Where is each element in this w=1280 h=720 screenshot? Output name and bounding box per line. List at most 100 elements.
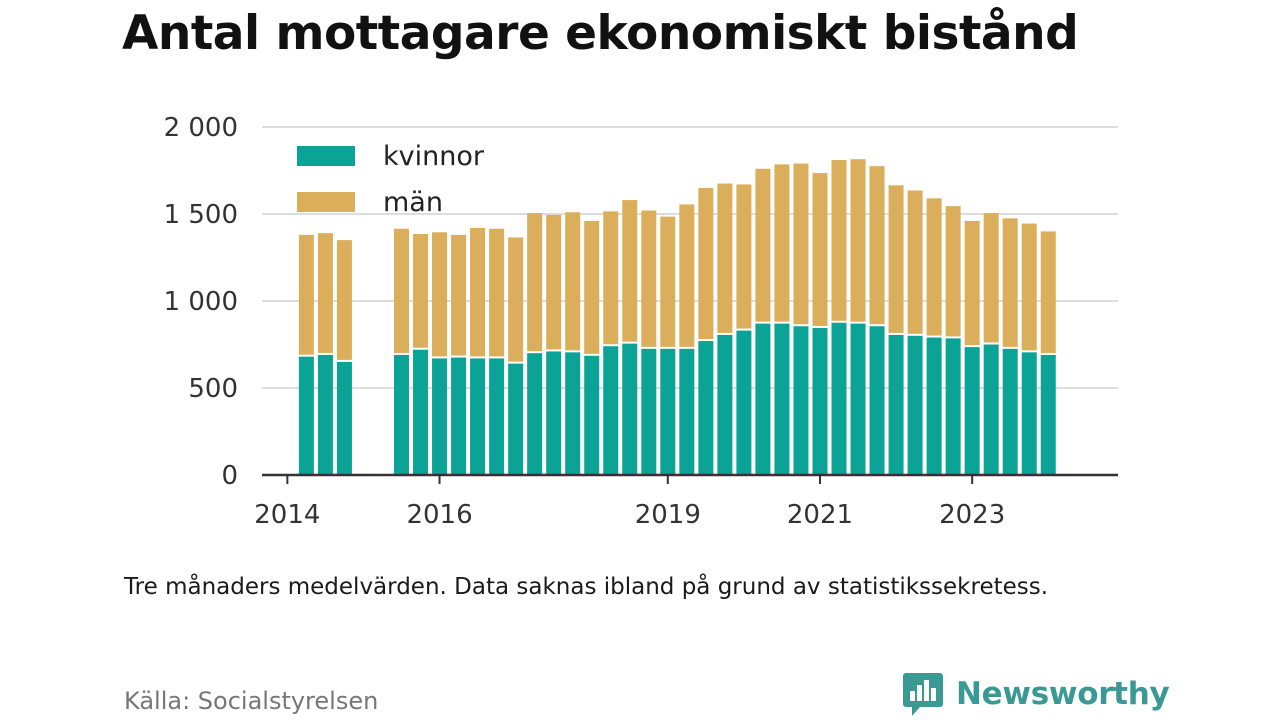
bar-kvinnor [717,334,733,475]
source-text: Källa: Socialstyrelsen [124,687,379,715]
bar-kvinnor [470,358,486,475]
bar-man [717,183,733,333]
bar-kvinnor [679,348,695,475]
bar-kvinnor [527,353,543,475]
bar-man [774,164,790,322]
bar-man [584,220,600,354]
bar-kvinnor [850,323,866,475]
bar-kvinnor [317,354,333,475]
bar-kvinnor [983,344,999,475]
bar-man [888,185,904,333]
bar-kvinnor [660,348,676,475]
bar-man [413,234,429,348]
bar-kvinnor [736,330,752,475]
bar-man [1040,231,1056,353]
bar-kvinnor [888,334,904,475]
bar-man [660,216,676,347]
legend-swatch-kvinnor [297,146,355,166]
bar-kvinnor [565,352,581,475]
y-tick-label: 0 [221,461,238,491]
bar-man [1021,223,1037,351]
x-tick-label: 2023 [939,500,1005,530]
bar-kvinnor [1040,354,1056,475]
bar-man [546,214,562,350]
y-tick-label: 500 [188,374,238,404]
legend-label-kvinnor: kvinnor [383,141,485,172]
bar-man [565,212,581,351]
bar-man [945,206,961,337]
bar-man [983,213,999,343]
bar-kvinnor [831,322,847,475]
bar-man [831,160,847,321]
bar-kvinnor [641,348,657,475]
bar-kvinnor [1021,352,1037,475]
bar-kvinnor [298,356,314,475]
chart-note: Tre månaders medelvärden. Data saknas ib… [124,574,1049,600]
bars [298,159,1056,475]
bar-kvinnor [432,358,448,475]
legend-swatch-man [297,192,355,212]
bar-kvinnor [546,351,562,475]
bar-kvinnor [945,338,961,475]
newsworthy-logo-icon [903,673,943,716]
bar-man [679,204,695,347]
brand[interactable]: Newsworthy [902,670,1170,718]
x-tick-label: 2021 [787,500,853,530]
bar-man [793,163,809,325]
bar-kvinnor [622,343,638,475]
bar-man [755,168,771,322]
bar-man [527,213,543,352]
bar-kvinnor [393,354,409,475]
y-tick-label: 1 000 [164,287,238,317]
bar-kvinnor [964,347,980,475]
bar-kvinnor [489,358,505,475]
bar-man [964,220,980,346]
bar-kvinnor [1002,348,1018,475]
chart-title: Antal mottagare ekonomiskt bistånd [122,6,1079,61]
bar-man [641,210,657,347]
bar-man [336,240,352,360]
bar-kvinnor [584,355,600,475]
legend-label-man: män [383,187,443,218]
bar-kvinnor [508,363,524,475]
bar-kvinnor [603,346,619,475]
bar-man [489,228,505,357]
bar-kvinnor [413,349,429,475]
bar-kvinnor [812,327,828,475]
bar-man [432,232,448,357]
bar-man [907,190,923,334]
bar-kvinnor [755,323,771,475]
bar-man [850,159,866,322]
bar-kvinnor [451,357,467,475]
bar-man [298,234,314,355]
bar-man [1002,218,1018,347]
bar-man [393,228,409,353]
x-tick-label: 2019 [635,500,701,530]
bar-man [317,233,333,353]
bar-man [698,187,714,340]
bar-man [926,198,942,336]
x-tick-label: 2014 [254,500,320,530]
bar-kvinnor [336,361,352,475]
bar-kvinnor [907,335,923,475]
legend: kvinnor män [297,141,485,218]
bar-man [451,234,467,356]
x-tick-label: 2016 [406,500,472,530]
y-tick-label: 1 500 [164,200,238,230]
bar-kvinnor [869,326,885,475]
bar-man [470,227,486,357]
y-tick-label: 2 000 [164,113,238,143]
bar-man [812,173,828,326]
bar-kvinnor [774,323,790,475]
bar-man [508,237,524,362]
bar-man [603,211,619,345]
bar-kvinnor [926,337,942,475]
axes: 0 500 1 000 1 500 2 000 2014 2016 2019 2021 2023 [164,113,1118,530]
brand-name: Newsworthy [956,676,1170,712]
bar-man [736,184,752,329]
bar-chart: kvinnor män 0 500 1 000 1 500 2 000 2014 2016 20… [164,113,1118,530]
bar-man [869,166,885,325]
bar-kvinnor [698,341,714,475]
bar-kvinnor [793,326,809,475]
bar-man [622,200,638,342]
